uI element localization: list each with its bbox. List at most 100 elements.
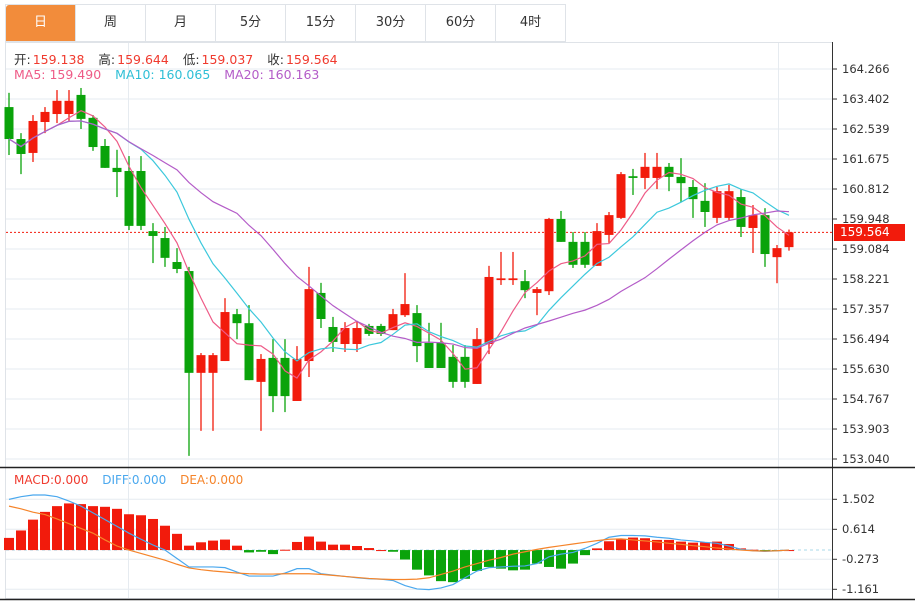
- diff-value: DIFF:0.000: [102, 473, 167, 487]
- price-tick-label: 154.767: [842, 392, 890, 406]
- candle-body: [520, 281, 530, 291]
- candle-body: [328, 326, 338, 342]
- macd-tick-label: 0.614: [842, 522, 875, 537]
- candle-body: [688, 186, 698, 200]
- ma20-value: MA20: 160.163: [224, 67, 320, 82]
- candle-body: [52, 100, 62, 115]
- macd-bar: [472, 550, 482, 572]
- tab-5min[interactable]: 5分: [216, 5, 286, 41]
- price-tick-label: 162.539: [842, 121, 890, 136]
- macd-bar: [520, 550, 530, 570]
- candle-body: [508, 278, 518, 281]
- macd-bar: [688, 542, 698, 551]
- candle-body: [172, 262, 182, 269]
- macd-bar: [52, 506, 62, 551]
- price-tick-label: 158.221: [842, 272, 890, 286]
- macd-bar: [280, 549, 290, 551]
- candle-body: [76, 94, 86, 119]
- candle-body: [304, 289, 314, 362]
- macd-bar: [292, 541, 302, 551]
- candle-body: [292, 358, 302, 401]
- macd-bar: [412, 550, 422, 570]
- candle-body: [532, 289, 542, 293]
- ma-info: MA5: 159.490 MA10: 160.065 MA20: 160.163: [14, 67, 321, 82]
- price-tick-label: 164.266: [842, 62, 890, 76]
- macd-bar: [580, 550, 590, 556]
- macd-bar: [256, 550, 266, 552]
- candle-body: [208, 355, 218, 373]
- tab-month[interactable]: 月: [146, 5, 216, 41]
- tab-15min[interactable]: 15分: [286, 5, 356, 41]
- macd-bar: [496, 550, 506, 569]
- price-tick-label: 159.948: [842, 212, 890, 226]
- macd-bar: [592, 548, 602, 551]
- macd-bar: [628, 537, 638, 551]
- ma5-line: [8, 110, 790, 379]
- low-label: 低:: [182, 52, 200, 67]
- candle-body: [28, 120, 38, 153]
- tab-week[interactable]: 周: [76, 5, 146, 41]
- price-tick-label: 155.630: [842, 362, 890, 377]
- candle-body: [280, 357, 290, 397]
- macd-bar: [160, 525, 170, 551]
- macd-tick-label: 1.502: [842, 492, 875, 507]
- ma20-line: [8, 120, 790, 349]
- candle-body: [376, 325, 386, 334]
- diff-line: [8, 494, 790, 591]
- candle-body: [628, 176, 638, 178]
- macd-bar: [712, 541, 722, 551]
- candle-body: [352, 328, 362, 345]
- macd-tick-label: -1.161: [842, 582, 880, 597]
- macd-bar: [556, 550, 566, 569]
- macd-bar: [616, 538, 626, 551]
- candle-body: [748, 215, 758, 228]
- candle-body: [100, 145, 110, 168]
- candle-body: [268, 357, 278, 397]
- candle-body: [124, 170, 134, 226]
- tab-30min[interactable]: 30分: [356, 5, 426, 41]
- macd-tick-label: -0.273: [842, 552, 880, 567]
- ma10-value: MA10: 160.065: [115, 67, 211, 82]
- macd-bar: [184, 545, 194, 551]
- macd-bar: [508, 550, 518, 571]
- macd-bar: [172, 533, 182, 551]
- candle-body: [604, 215, 614, 235]
- macd-bar: [124, 514, 134, 551]
- candle-body: [244, 323, 254, 381]
- open-label: 开:: [14, 52, 31, 67]
- candle-body: [712, 191, 722, 218]
- macd-bar: [16, 530, 26, 551]
- price-tick-label: 156.494: [842, 332, 890, 346]
- current-price-tag: 159.564: [834, 224, 905, 241]
- tab-4hour[interactable]: 4时: [496, 5, 566, 41]
- price-tick-label: 159.084: [842, 242, 890, 257]
- candle-body: [448, 356, 458, 382]
- price-tick-label: 153.903: [842, 422, 890, 437]
- macd-bar: [436, 550, 446, 582]
- candle-body: [220, 312, 230, 362]
- macd-bar: [304, 536, 314, 551]
- candle-body: [232, 314, 242, 324]
- macd-value: MACD:0.000: [14, 473, 89, 487]
- candle-body: [472, 339, 482, 384]
- candle-body: [760, 215, 770, 255]
- candle-body: [40, 111, 50, 123]
- macd-bar: [448, 550, 458, 583]
- candle-body: [340, 328, 350, 345]
- macd-bar: [76, 504, 86, 551]
- macd-bar: [460, 550, 470, 579]
- candle-body: [568, 241, 578, 265]
- macd-bar: [676, 541, 686, 551]
- tab-day[interactable]: 日: [6, 5, 76, 41]
- price-tick-label: 160.812: [842, 181, 890, 196]
- macd-bar: [244, 550, 254, 553]
- macd-bar: [652, 539, 662, 551]
- tab-60min[interactable]: 60分: [426, 5, 496, 41]
- macd-bar: [352, 546, 362, 551]
- macd-bar: [208, 540, 218, 551]
- macd-bar: [340, 544, 350, 551]
- period-tabs: 日 周 月 5分 15分 30分 60分 4时: [5, 4, 566, 42]
- macd-bar: [100, 506, 110, 551]
- candle-body: [388, 314, 398, 331]
